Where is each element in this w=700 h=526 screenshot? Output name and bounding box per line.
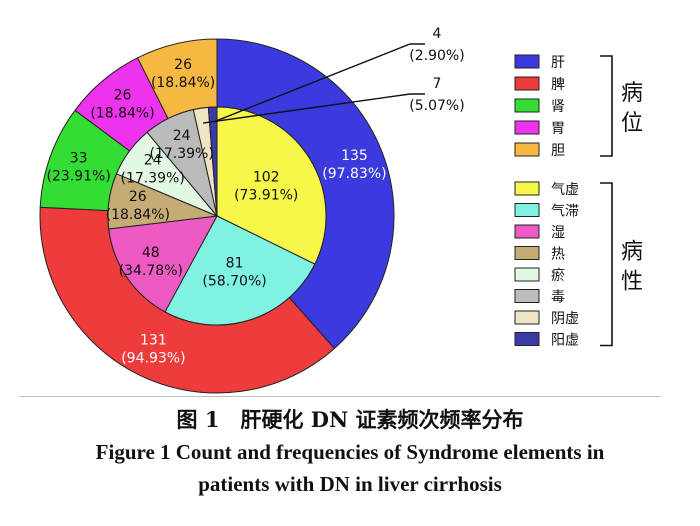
inner-percent-label-0: (73.91%) xyxy=(234,187,298,203)
inner-legend-swatch-1 xyxy=(514,203,540,217)
outer-legend-swatch-2 xyxy=(514,98,540,113)
inner-legend-swatch-6 xyxy=(514,310,540,325)
outer-legend-swatch-1 xyxy=(514,76,540,91)
inner-legend-label-2: 湿 xyxy=(551,225,565,241)
inner-percent-label-2: (34.78%) xyxy=(119,263,183,279)
inner-legend-swatch-3 xyxy=(514,246,540,260)
inner-value-label-2: 48 xyxy=(142,245,160,261)
inner-value-label-5: 24 xyxy=(173,128,191,144)
inner-value-label-1: 81 xyxy=(226,255,244,271)
inner-callout-line-7 xyxy=(213,43,425,123)
inner-percent-label-5: (17.39%) xyxy=(150,146,214,162)
outer-legend-label-1: 脾 xyxy=(551,77,565,93)
outer-value-label-4: 26 xyxy=(174,57,192,73)
inner-legend-group-label: 性 xyxy=(621,269,643,294)
outer-percent-label-3: (18.84%) xyxy=(90,105,154,121)
inner-value-label-0: 102 xyxy=(253,169,280,185)
outer-legend-group-label: 病 xyxy=(621,81,643,106)
outer-legend-swatch-3 xyxy=(514,120,540,135)
inner-legend-label-6: 阴虚 xyxy=(551,311,579,327)
outer-percent-label-4: (18.84%) xyxy=(151,75,215,91)
outer-percent-label-1: (94.93%) xyxy=(121,351,185,367)
inner-value-label-4: 24 xyxy=(144,152,162,168)
inner-legend-label-1: 气滞 xyxy=(551,204,579,220)
inner-value-label-7: 4 xyxy=(433,26,442,42)
outer-legend-group-label: 位 xyxy=(621,111,643,136)
caption-english-line-1: Figure 1 Count and frequencies of Syndro… xyxy=(95,440,605,464)
outer-legend-swatch-0 xyxy=(514,54,540,69)
outer-legend-label-2: 肾 xyxy=(551,99,565,115)
inner-percent-label-3: (18.84%) xyxy=(106,207,170,223)
inner-value-label-3: 26 xyxy=(129,189,147,205)
outer-legend-label-4: 胆 xyxy=(551,143,565,159)
inner-legend-label-4: 瘀 xyxy=(551,267,565,284)
inner-percent-label-4: (17.39%) xyxy=(120,170,184,186)
outer-value-label-0: 135 xyxy=(341,148,368,164)
inner-percent-label-6: (5.07%) xyxy=(409,98,464,114)
outer-percent-label-2: (23.91%) xyxy=(46,168,110,184)
inner-legend-bracket xyxy=(600,182,613,347)
callout-labels: 4 (2.90%) 7 (5.07%) xyxy=(202,26,465,124)
inner-slice-7 xyxy=(207,106,218,217)
outer-legend-label-3: 胃 xyxy=(551,121,565,137)
inner-value-label-6: 7 xyxy=(433,76,442,92)
inner-legend-swatch-5 xyxy=(514,289,540,303)
inner-slice-2 xyxy=(108,215,218,313)
inner-legend-swatch-2 xyxy=(514,224,540,239)
inner-legend-group-label: 病 xyxy=(621,239,643,264)
inner-legend-swatch-0 xyxy=(514,181,540,196)
outer-value-label-2: 33 xyxy=(70,150,88,166)
inner-percent-label-7: (2.90%) xyxy=(409,48,464,64)
inner-legend-label-0: 气虚 xyxy=(551,182,579,198)
inner-percent-label-1: (58.70%) xyxy=(202,273,266,289)
inner-legend-swatch-7 xyxy=(514,332,540,346)
inner-callout-line-6 xyxy=(202,93,425,124)
caption-english: Figure 1 Count and frequencies of Syndro… xyxy=(20,436,680,500)
inner-ring xyxy=(107,106,327,326)
inner-legend-label-7: 阳虚 xyxy=(551,333,579,349)
inner-legend-swatch-4 xyxy=(514,267,540,282)
inner-legend-label-5: 毒 xyxy=(551,290,565,306)
outer-value-label-3: 26 xyxy=(114,87,132,103)
outer-legend-swatch-4 xyxy=(514,142,540,157)
caption-chinese: 图 1 肝硬化 DN 证素频次频率分布 xyxy=(176,407,524,432)
caption-english-line-2: patients with DN in liver cirrhosis xyxy=(198,472,502,496)
outer-legend-bracket xyxy=(600,55,613,157)
inner-legend-label-3: 热 xyxy=(551,247,565,263)
outer-percent-label-0: (97.83%) xyxy=(322,166,386,182)
outer-legend-label-0: 肝 xyxy=(551,55,565,71)
caption-divider xyxy=(20,396,660,397)
outer-value-label-1: 131 xyxy=(140,333,167,349)
data-labels: 135 (97.83%) 131 (94.93%) 33 (23.91%) 26 (18.84… xyxy=(46,57,386,367)
